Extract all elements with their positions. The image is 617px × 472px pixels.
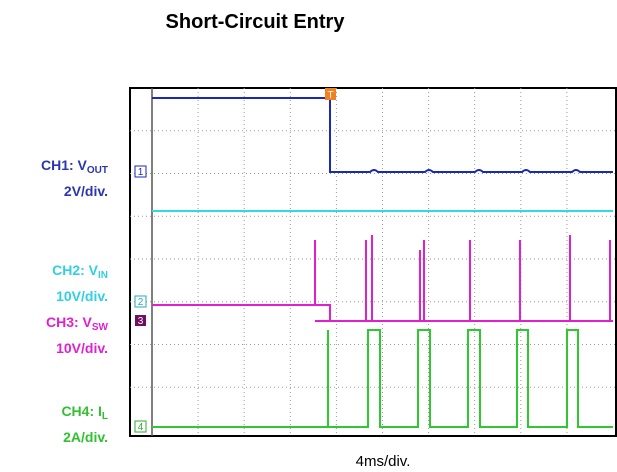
ch2-label: CH2: VIN: [52, 262, 108, 281]
ch4-scale: 2A/div.: [63, 429, 108, 445]
ch3-trace: [152, 235, 613, 322]
ch2-marker: [134, 295, 147, 308]
trigger-label: T: [327, 90, 333, 101]
ch1-marker-label: 1: [138, 167, 144, 178]
ch2-marker-label: 2: [138, 297, 144, 308]
ch4-marker-label: 4: [138, 422, 144, 433]
ch4-label: CH4: IL: [61, 403, 108, 422]
ch3-sub: SW: [92, 322, 109, 333]
ch1-label: CH1: VOUT: [41, 157, 108, 176]
ch3-marker: [135, 315, 146, 326]
ch4-sub: L: [102, 411, 108, 422]
ch3-label: CH3: VSW: [46, 314, 109, 333]
ch3-marker-label: 3: [138, 316, 144, 327]
ch1-sub: OUT: [87, 165, 108, 176]
ch2-scale: 10V/div.: [56, 288, 108, 304]
ch4-name: CH4: I: [61, 403, 101, 419]
grid: [130, 88, 616, 436]
ch1-scale: 2V/div.: [64, 183, 108, 199]
ch4-trace: [152, 329, 613, 428]
trigger-marker: [325, 88, 336, 100]
ch1-trace: [152, 97, 613, 173]
ch3-name: CH3: V: [46, 314, 93, 330]
time-scale: 4ms/div.: [356, 453, 411, 470]
ch3-scale: 10V/div.: [56, 340, 108, 356]
ch4-marker: [134, 420, 147, 433]
ch1-name: CH1: V: [41, 157, 88, 173]
ch1-marker: [134, 165, 147, 178]
ch2-name: CH2: V: [52, 262, 99, 278]
title: Short-Circuit Entry: [166, 11, 346, 33]
ch2-sub: IN: [98, 270, 108, 281]
